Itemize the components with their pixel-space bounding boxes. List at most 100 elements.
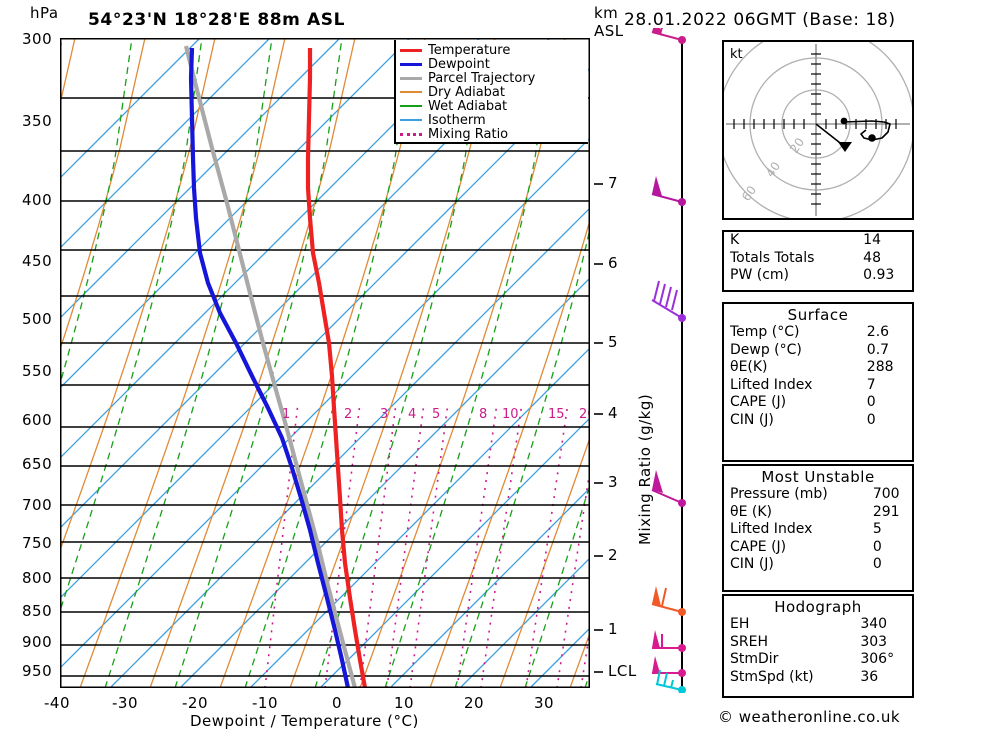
legend-label-wet-adiabat: Wet Adiabat [428, 98, 508, 114]
hodograph-axis-ticks [733, 53, 897, 205]
table-row: StmDir 306° [724, 651, 912, 669]
hodograph-label-stmspd: StmSpd (kt) [730, 668, 814, 685]
parcel-trajectory-curve [183, 45, 358, 688]
mixing-ratio-label-4: 5 [432, 407, 440, 422]
altitude-unit-label-km: km [594, 4, 619, 22]
hodograph-ring-labels: 20 40 60 [739, 135, 807, 204]
isotherm-lines [60, 38, 590, 688]
temp-tick--10: -10 [252, 694, 278, 712]
lcl-label: LCL [608, 662, 637, 680]
wind-barb-400 [651, 176, 686, 206]
altitude-tick-6: 6 [608, 254, 619, 272]
mixing-ratio-label-8: 20 [579, 407, 590, 422]
pressure-tick-600: 600 [22, 411, 53, 429]
surface-label-cin: CIN (J) [730, 411, 774, 428]
model-run-title: 28.01.2022 06GMT (Base: 18) [624, 10, 896, 30]
altitude-tick-5: 5 [608, 333, 619, 351]
mixing-ratio-label-5: 8 [479, 407, 487, 422]
pressure-tick-700: 700 [22, 496, 53, 514]
legend-item-wet-adiabat: Wet Adiabat [400, 98, 588, 114]
hodograph-stats-table: Hodograph EH 340 SREH 303 StmDir 306° St… [722, 594, 914, 698]
legend-item-dewpoint: Dewpoint [400, 57, 588, 72]
legend-item-isotherm: Isotherm [400, 112, 588, 128]
most-unstable-label-theta-e: θE (K) [730, 503, 772, 520]
most-unstable-value-cape: 0 [872, 538, 882, 555]
pressure-tick-550: 550 [22, 362, 53, 380]
dewpoint-curve [188, 47, 351, 688]
wind-barb-850 [651, 586, 686, 616]
indices-label-pw: PW (cm) [730, 267, 789, 284]
legend-swatch-parcel [400, 76, 422, 80]
most-unstable-label-cin: CIN (J) [730, 556, 774, 573]
legend-label-temperature: Temperature [428, 42, 511, 58]
legend-swatch-temperature [400, 48, 422, 52]
surface-value-theta-e: 288 [866, 359, 894, 376]
table-row: SREH 303 [724, 634, 912, 652]
temp-tick-10: 10 [394, 694, 415, 712]
mixing-ratio-label-0: 1 [282, 407, 290, 422]
table-row: θE (K) 291 [724, 504, 912, 522]
pressure-tick-350: 350 [22, 112, 53, 130]
wind-barbs-svg [651, 28, 686, 693]
legend-label-parcel: Parcel Trajectory [428, 70, 536, 86]
legend-item-parcel: Parcel Trajectory [400, 70, 588, 86]
pressure-tick-850: 850 [22, 602, 53, 620]
surface-label-dewp: Dewp (°C) [730, 341, 802, 358]
legend-label-isotherm: Isotherm [428, 112, 486, 128]
hodograph-ring-label-60: 60 [739, 183, 759, 204]
table-row: θE(K) 288 [724, 359, 912, 377]
hodograph-ring-label-20: 20 [787, 135, 807, 156]
most-unstable-label-cape: CAPE (J) [730, 538, 787, 555]
table-row: Temp (°C) 2.6 [724, 324, 912, 342]
temperature-curve [305, 48, 368, 688]
most-unstable-table-title: Most Unstable [761, 468, 875, 486]
temp-tick--20: -20 [182, 694, 208, 712]
pressure-tick-650: 650 [22, 455, 53, 473]
temp-tick-20: 20 [464, 694, 485, 712]
hodograph-trace [843, 120, 891, 141]
altitude-unit-label-asl: ASL [594, 22, 624, 40]
mixing-ratio-value-labels: 1 2 3 4 5 8 10 15 20 25 [282, 407, 590, 422]
mixing-ratio-lines [264, 402, 590, 688]
legend-swatch-wet-adiabat [400, 105, 422, 107]
indices-label-totals-totals: Totals Totals [730, 249, 815, 266]
temp-tick--30: -30 [112, 694, 138, 712]
pressure-tick-300: 300 [22, 30, 53, 48]
hodograph-value-sreh: 303 [860, 633, 888, 650]
hodograph-label-eh: EH [730, 616, 750, 632]
table-row: CIN (J) 0 [724, 556, 912, 574]
table-row: K 14 [724, 232, 912, 250]
hodograph-point-upper [840, 117, 848, 125]
indices-table: K 14 Totals Totals 48 PW (cm) 0.93 [722, 230, 914, 292]
pressure-tick-500: 500 [22, 310, 53, 328]
indices-value-k: 14 [863, 232, 881, 248]
wind-barb-900 [652, 630, 686, 652]
most-unstable-label-lifted-index: Lifted Index [730, 521, 813, 538]
surface-label-cape: CAPE (J) [730, 394, 787, 411]
pressure-tick-950: 950 [22, 662, 53, 680]
legend-item-dry-adiabat: Dry Adiabat [400, 84, 588, 100]
legend-swatch-dewpoint [400, 62, 422, 66]
table-row: PW (cm) 0.93 [724, 267, 912, 285]
pressure-tick-800: 800 [22, 569, 53, 587]
altitude-tick-2: 2 [608, 546, 619, 564]
surface-label-theta-e: θE(K) [730, 359, 768, 376]
wet-adiabat-lines [60, 38, 590, 688]
legend-label-mixing-ratio: Mixing Ratio [428, 126, 509, 142]
table-row: StmSpd (kt) 36 [724, 669, 912, 687]
hodograph-panel: 20 40 60 kt [722, 40, 914, 220]
most-unstable-value-lifted-index: 5 [872, 521, 882, 538]
hodograph-value-stmdir: 306° [860, 651, 895, 668]
wind-barb-700 [651, 470, 686, 507]
surface-value-lifted-index: 7 [866, 376, 876, 393]
table-row: CIN (J) 0 [724, 412, 912, 430]
hodograph-ring-label-40: 40 [763, 159, 783, 180]
mixing-ratio-label-3: 4 [408, 407, 416, 422]
surface-value-dewp: 0.7 [866, 341, 890, 358]
wind-barb-500 [651, 280, 686, 322]
most-unstable-label-pressure: Pressure (mb) [730, 486, 828, 502]
pressure-tick-750: 750 [22, 534, 53, 552]
legend-label-dry-adiabat: Dry Adiabat [428, 84, 505, 100]
altitude-ticks-svg [594, 183, 603, 673]
hodograph-value-eh: 340 [860, 616, 888, 632]
